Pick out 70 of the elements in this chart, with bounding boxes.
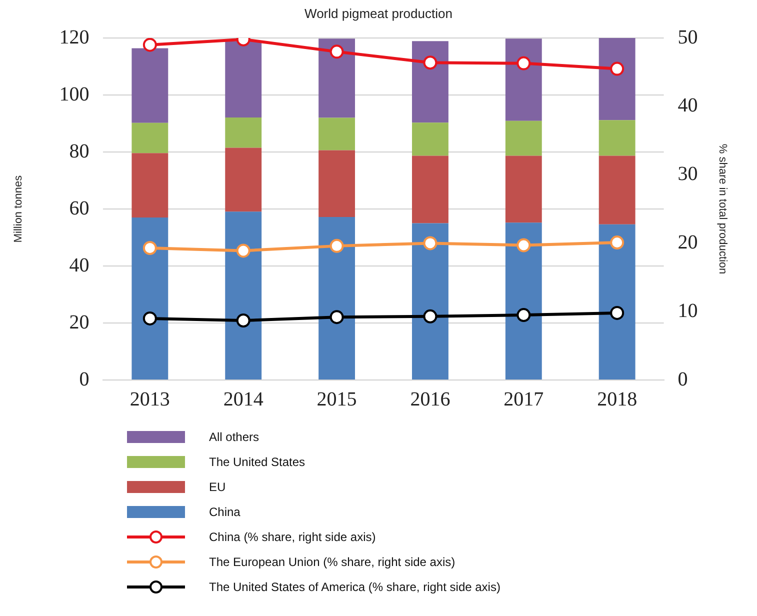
point [236,244,250,258]
x-tick-label: 2013 [130,388,170,410]
point [423,236,438,250]
bar [318,150,356,217]
point [330,44,344,59]
bar [225,118,262,148]
bar [598,120,636,156]
point [516,308,531,322]
bar [505,156,542,223]
point [610,236,624,250]
x-tick-label: 2015 [316,388,357,410]
y2-tick-label: 30 [678,163,698,186]
x-tick-label: 2014 [223,388,264,410]
y-tick-label: 40 [69,254,90,276]
bar [318,38,356,118]
point [516,56,531,70]
point [423,309,438,324]
y-axis-title: Million tonnes [12,174,25,243]
x-tick-label: 2018 [597,388,638,410]
y2-axis-title: % share in total production [716,144,728,274]
bar [598,224,636,380]
bar [318,118,356,150]
y-tick-label: 120 [59,26,90,48]
bar [412,122,448,156]
point [330,310,344,324]
x-tick-label: 2016 [410,388,450,410]
bar [132,153,168,218]
point [142,311,157,326]
point [236,313,250,328]
bar [598,38,636,120]
bar [505,38,542,121]
chart-title: World pigmeat production [304,6,454,21]
legend-label: EU [209,480,226,494]
y-tick-label: 80 [69,140,90,162]
bar [412,223,448,380]
y-tick-label: 0 [79,368,90,390]
legend-label: All others [209,430,260,444]
bar [225,41,262,118]
bar [505,222,542,380]
legend-label: The United States [209,454,306,468]
bar [132,48,168,123]
point [423,56,438,70]
legend-label: China [209,504,240,518]
legend-label: The United States of America (% share, right side axis) [209,580,500,594]
legend-label: China (% share, right side axis) [209,530,376,544]
x-tick-label: 2017 [504,388,544,410]
y2-tick-label: 10 [678,300,698,322]
bar [598,156,636,224]
bar [225,212,262,380]
bar [505,120,542,156]
point [610,62,624,76]
y-tick-label: 60 [69,197,90,220]
point [142,240,157,255]
bar [132,218,168,380]
y2-tick-label: 40 [678,94,698,117]
bar [318,216,356,380]
point [610,306,624,320]
y-tick-label: 20 [69,311,90,334]
y2-tick-label: 50 [678,26,698,48]
point [142,38,157,52]
bar [412,41,448,123]
point [516,238,531,252]
y2-tick-label: 0 [678,368,688,390]
y-tick-label: 100 [59,83,90,106]
point [330,238,344,253]
y2-tick-label: 20 [678,231,698,254]
legend-label: The European Union (% share, right side axis) [209,554,456,568]
bar [225,148,262,212]
bar [412,156,448,224]
bar [132,122,168,154]
